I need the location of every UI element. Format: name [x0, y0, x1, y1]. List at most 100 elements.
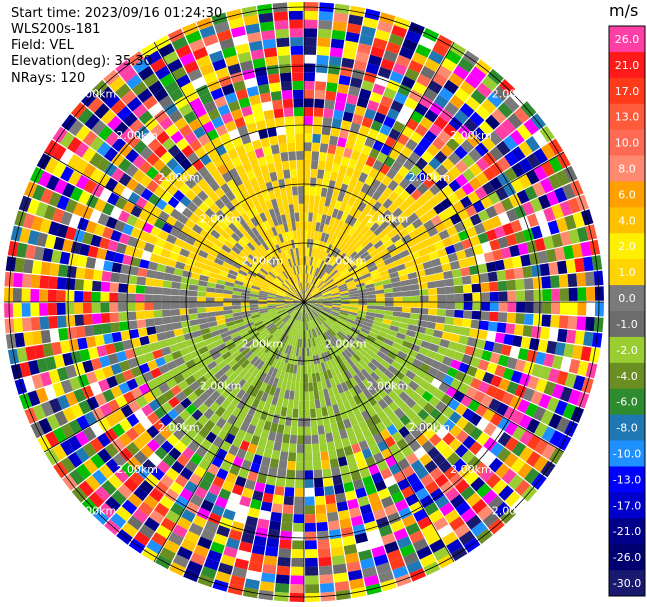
velocity-gate — [288, 10, 303, 20]
velocity-gate — [295, 347, 300, 357]
velocity-gate — [509, 89, 527, 107]
velocity-gate — [274, 318, 283, 326]
velocity-gate — [162, 316, 173, 325]
velocity-gate — [259, 222, 267, 232]
velocity-gate — [323, 388, 330, 399]
velocity-gate — [483, 422, 497, 437]
velocity-gate — [357, 42, 372, 55]
velocity-gate — [411, 403, 423, 415]
velocity-gate — [184, 89, 199, 103]
velocity-gate — [238, 225, 248, 236]
velocity-gate — [224, 433, 236, 445]
velocity-gate — [289, 592, 304, 602]
velocity-gate — [366, 100, 380, 112]
velocity-gate — [409, 313, 420, 320]
velocity-gate — [268, 288, 278, 294]
velocity-gate — [73, 202, 86, 217]
velocity-gate — [66, 326, 77, 340]
velocity-gate — [467, 455, 482, 471]
velocity-gate — [325, 90, 337, 101]
velocity-gate — [538, 194, 551, 210]
velocity-gate — [214, 95, 228, 109]
velocity-gate — [433, 94, 449, 109]
velocity-gate — [74, 314, 85, 327]
velocity-gate — [379, 220, 390, 230]
velocity-gate — [479, 467, 495, 483]
velocity-gate — [97, 417, 112, 432]
velocity-gate — [293, 302, 303, 306]
velocity-gate — [100, 109, 116, 125]
velocity-gate — [240, 201, 251, 213]
velocity-gate — [307, 283, 312, 293]
velocity-gate — [325, 330, 333, 339]
velocity-gate — [115, 242, 127, 254]
velocity-gate — [584, 271, 595, 287]
velocity-gate — [408, 59, 424, 74]
velocity-gate — [263, 109, 275, 121]
velocity-gate — [311, 337, 316, 347]
velocity-gate — [221, 244, 232, 254]
velocity-gate — [275, 225, 282, 235]
velocity-gate — [146, 326, 157, 336]
velocity-gate — [241, 392, 251, 403]
velocity-gate — [168, 251, 180, 261]
velocity-gate — [319, 335, 325, 344]
velocity-gate — [77, 337, 88, 350]
velocity-gate — [393, 396, 405, 408]
velocity-gate — [479, 320, 490, 331]
velocity-gate — [424, 109, 439, 123]
velocity-gate — [384, 541, 399, 554]
velocity-gate — [30, 316, 41, 331]
velocity-gate — [292, 319, 298, 329]
velocity-gate — [231, 186, 242, 198]
velocity-gate — [185, 359, 197, 369]
velocity-gate — [124, 245, 136, 257]
velocity-gate — [94, 258, 105, 271]
velocity-gate — [454, 187, 467, 201]
velocity-gate — [243, 114, 256, 126]
velocity-gate — [366, 290, 376, 296]
velocity-gate — [267, 529, 280, 540]
velocity-gate — [381, 322, 391, 330]
velocity-gate — [168, 343, 180, 353]
velocity-gate — [344, 214, 353, 225]
velocity-gate — [285, 280, 292, 288]
velocity-gate — [531, 363, 543, 378]
velocity-gate — [402, 302, 412, 308]
velocity-gate — [375, 305, 385, 311]
velocity-gate — [298, 400, 304, 410]
velocity-gate — [275, 299, 285, 301]
velocity-gate — [459, 80, 476, 96]
velocity-gate — [370, 371, 380, 382]
velocity-gate — [326, 254, 334, 264]
velocity-gate — [427, 315, 437, 323]
velocity-gate — [310, 320, 315, 329]
velocity-gate — [119, 321, 129, 332]
velocity-gate — [326, 317, 336, 324]
velocity-gate — [275, 304, 285, 307]
velocity-gate — [314, 295, 323, 299]
velocity-gate — [273, 329, 281, 338]
velocity-gate — [287, 345, 293, 355]
velocity-gate — [501, 391, 515, 406]
velocity-gate — [316, 530, 329, 541]
velocity-gate — [518, 173, 532, 189]
velocity-gate — [357, 201, 367, 212]
range-ring-label: 2.00km — [116, 463, 158, 476]
velocity-gate — [203, 239, 214, 249]
velocity-gate — [37, 170, 52, 188]
velocity-gate — [282, 398, 289, 408]
velocity-gate — [125, 177, 139, 192]
velocity-gate — [287, 307, 296, 314]
velocity-gate — [281, 232, 288, 242]
velocity-gate — [290, 309, 297, 317]
velocity-gate — [285, 304, 294, 309]
velocity-gate — [21, 317, 32, 332]
velocity-gate — [391, 431, 404, 443]
velocity-gate — [174, 237, 185, 248]
velocity-gate — [309, 285, 316, 294]
velocity-gate — [313, 248, 318, 258]
velocity-gate — [283, 389, 290, 400]
velocity-gate — [292, 337, 297, 347]
velocity-gate — [329, 395, 338, 406]
